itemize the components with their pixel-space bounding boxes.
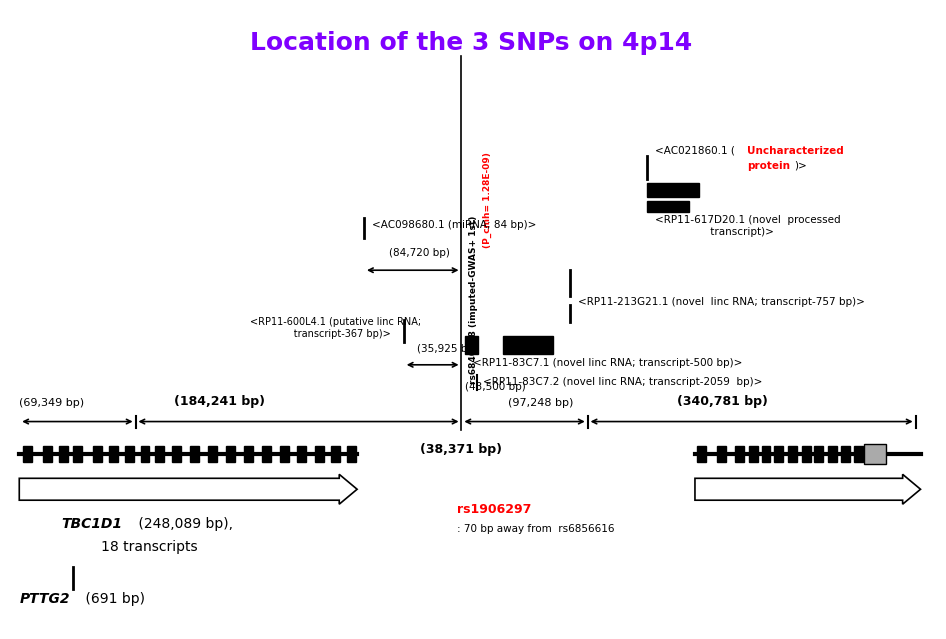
Bar [155,447,165,463]
Bar [841,447,850,463]
Text: (84,720 bp): (84,720 bp) [389,249,449,258]
Text: (43,500 bp): (43,500 bp) [465,381,526,392]
Text: <AC021860.1 (: <AC021860.1 ( [656,146,735,156]
Bar [762,447,770,463]
Bar [172,447,182,463]
Bar [93,447,102,463]
Bar [331,447,341,463]
Text: (248,089 bp),: (248,089 bp), [133,517,233,531]
Text: (691 bp): (691 bp) [80,592,145,606]
Bar [73,447,82,463]
Bar [647,183,699,197]
Text: (38,371 bp): (38,371 bp) [420,443,502,456]
Text: (35,925 bp): (35,925 bp) [417,344,478,354]
Bar [647,201,689,212]
Text: Uncharacterized: Uncharacterized [746,146,844,156]
Bar [24,447,32,463]
Bar [735,447,744,463]
FancyArrow shape [19,474,358,504]
Text: (184,241 bp): (184,241 bp) [174,395,266,408]
Text: <RP11-213G21.1 (novel  linc RNA; transcript-757 bp)>: <RP11-213G21.1 (novel linc RNA; transcri… [578,297,865,307]
Bar [280,447,289,463]
Bar [226,447,235,463]
Bar [788,447,797,463]
Bar [315,447,324,463]
Text: protein: protein [746,160,790,171]
Text: rs1906297: rs1906297 [458,503,532,516]
Bar [854,447,863,463]
Text: : 70 bp away from  rs6856616: : 70 bp away from rs6856616 [458,524,615,534]
Text: (97,248 bp): (97,248 bp) [508,397,573,408]
Text: 18 transcripts: 18 transcripts [101,540,198,554]
Bar [748,447,758,463]
Text: )>: )> [795,160,807,171]
Text: <RP11-83C7.2 (novel linc RNA; transcript-2059  bp)>: <RP11-83C7.2 (novel linc RNA; transcript… [483,377,762,387]
Bar [775,447,783,463]
Text: <AC098680.1 (miRNA; 84 bp)>: <AC098680.1 (miRNA; 84 bp)> [372,220,536,231]
Bar [244,447,253,463]
Bar [802,447,812,463]
Bar [347,447,356,463]
Bar [717,447,726,463]
Text: <RP11-617D20.1 (novel  processed
                 transcript)>: <RP11-617D20.1 (novel processed transcri… [656,215,841,237]
Bar [815,447,823,463]
Bar [262,447,271,463]
Bar [697,447,706,463]
Bar [44,447,52,463]
FancyArrow shape [695,474,920,504]
Bar [208,447,217,463]
Bar [141,447,149,463]
Text: (340,781 bp): (340,781 bp) [677,395,768,408]
Bar [864,445,885,465]
Bar [297,447,307,463]
Bar [828,447,837,463]
Text: (P_cmh= 1.28E-09): (P_cmh= 1.28E-09) [483,153,493,249]
Text: TBC1D1: TBC1D1 [61,517,122,531]
Bar [503,336,552,354]
Text: rs6846728 (imputed-GWAS+ 1st): rs6846728 (imputed-GWAS+ 1st) [469,216,479,384]
Bar [59,447,68,463]
Text: Location of the 3 SNPs on 4p14: Location of the 3 SNPs on 4p14 [251,31,692,55]
Text: PTTG2: PTTG2 [19,592,70,606]
Bar [109,447,117,463]
Bar [190,447,199,463]
Text: <RP11-600L4.1 (putative linc RNA;
              transcript-367 bp)>: <RP11-600L4.1 (putative linc RNA; transc… [250,317,421,339]
Text: <RP11-83C7.1 (novel linc RNA; transcript-500 bp)>: <RP11-83C7.1 (novel linc RNA; transcript… [473,358,743,368]
Bar [125,447,133,463]
Bar [465,336,479,354]
Text: (69,349 bp): (69,349 bp) [19,397,84,408]
